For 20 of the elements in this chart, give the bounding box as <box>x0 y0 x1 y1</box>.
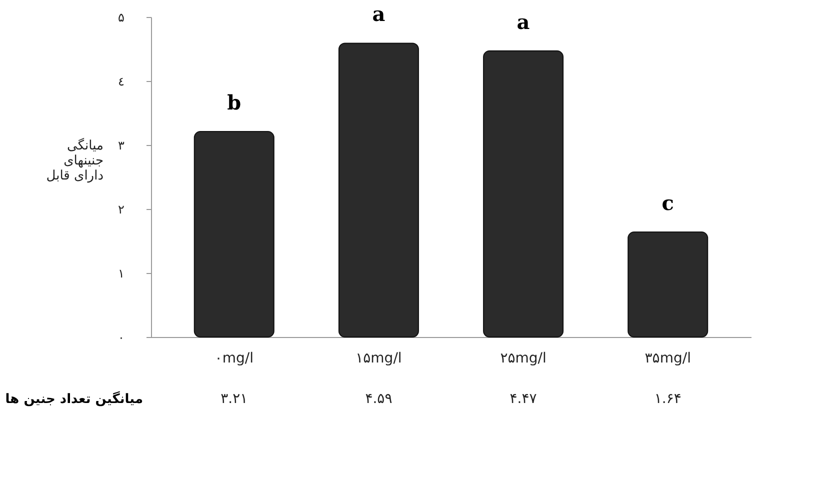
annotation: c <box>662 191 674 216</box>
annotation: a <box>516 10 530 34</box>
data-label: ۴.۴۷ <box>510 391 538 407</box>
y-axis-title: میانگی جنینهای دارای قابل <box>46 138 104 184</box>
text: میانگین تعداد جنین ها <box>5 391 143 407</box>
y-tick-label: ٤ <box>118 74 124 88</box>
data-label: ۱.۶۴ <box>654 391 682 407</box>
y-tick-label: ۰ <box>118 330 124 344</box>
y-tick-label: ۳ <box>118 138 126 152</box>
y-tick-label: ۵ <box>118 10 124 24</box>
annotation: a <box>372 2 386 26</box>
x-tick-label: ۱۵mg/l <box>356 350 402 366</box>
y-tick-label: ۲ <box>118 202 124 216</box>
annotation: b <box>227 90 242 115</box>
data-label: ۳.۲۱ <box>220 391 248 407</box>
x-tick-label: ۳۵mg/l <box>644 350 691 366</box>
x-tick-label: ۰mg/l <box>214 350 254 366</box>
data-label: ۴.۵۹ <box>365 391 392 407</box>
y-tick-label: ۱ <box>118 266 124 280</box>
x-tick-label: ۲۵mg/l <box>500 350 546 366</box>
